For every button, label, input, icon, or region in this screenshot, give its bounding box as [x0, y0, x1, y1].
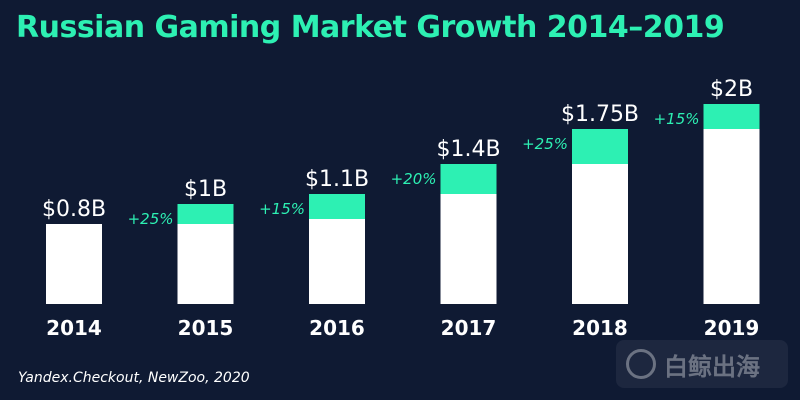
value-label-2019: $2B — [710, 77, 753, 102]
value-label-2018: $1.75B — [561, 102, 639, 127]
x-tick-2018: 2018 — [572, 316, 628, 340]
bar-base-2015 — [177, 224, 234, 304]
x-tick-2016: 2016 — [309, 316, 365, 340]
value-label-2016: $1.1B — [305, 167, 369, 192]
logo-icon — [626, 349, 656, 379]
bar-growth-2015 — [177, 204, 234, 224]
value-label-2017: $1.4B — [436, 137, 500, 162]
growth-label-2019: +15% — [654, 110, 700, 128]
bar-base-2016 — [309, 219, 365, 304]
bar-base-2019 — [703, 129, 760, 304]
bar-growth-2018 — [572, 129, 628, 164]
x-tick-2017: 2017 — [441, 316, 497, 340]
value-label-2015: $1B — [184, 177, 227, 202]
value-label-2014: $0.8B — [42, 197, 106, 222]
bar-base-2017 — [440, 194, 497, 304]
bar-growth-2019 — [703, 104, 760, 129]
bar-growth-2016 — [309, 194, 365, 219]
bar-growth-2017 — [440, 164, 497, 194]
growth-label-2018: +25% — [522, 135, 568, 153]
growth-label-2015: +25% — [128, 210, 174, 228]
source-note: Yandex.Checkout, NewZoo, 2020 — [18, 370, 250, 386]
chart-title: Russian Gaming Market Growth 2014–2019 — [16, 10, 725, 45]
x-tick-2019: 2019 — [704, 316, 760, 340]
bar-base-2018 — [572, 164, 628, 304]
watermark: 白鲸出海 — [616, 340, 788, 388]
growth-label-2017: +20% — [391, 170, 437, 188]
x-tick-2014: 2014 — [46, 316, 102, 340]
watermark-text: 白鲸出海 — [664, 352, 760, 381]
x-tick-2015: 2015 — [178, 316, 234, 340]
bar-base-2014 — [46, 224, 102, 304]
growth-label-2016: +15% — [259, 200, 305, 218]
